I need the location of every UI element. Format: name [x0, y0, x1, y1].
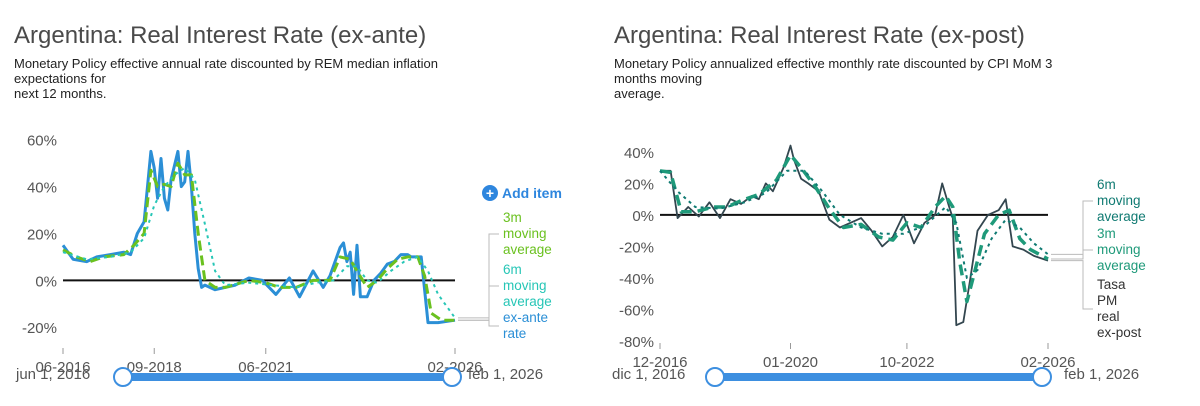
- series-line-6m-moving-average: [62, 166, 456, 319]
- legend-label: rate: [503, 326, 526, 341]
- chart-panel-ex-post: Argentina: Real Interest Rate (ex-post) …: [600, 0, 1200, 406]
- chart-subtitle: Monetary Policy annualized effective mon…: [614, 56, 1052, 101]
- legend-label: PM: [1097, 293, 1117, 308]
- legend-label: moving: [1097, 242, 1141, 257]
- range-start-handle[interactable]: [705, 367, 725, 387]
- chart-title: Argentina: Real Interest Rate (ex-post): [614, 22, 1025, 49]
- legend-label: 6m: [503, 262, 522, 277]
- legend-label: ex-ante: [503, 310, 548, 325]
- range-end-handle[interactable]: [442, 367, 462, 387]
- range-end-label: feb 1, 2026: [468, 366, 544, 383]
- subtitle-line: average.: [614, 86, 665, 101]
- x-tick-label: 09-2018: [127, 359, 182, 376]
- line-chart-ex-ante: 60%40%20%0%-20%06-201609-201806-202102-2…: [22, 133, 552, 376]
- line-chart-ex-post: 40% 20% 0% -20% -40% -60% -80% 12-2016 01-2020 10…: [619, 144, 1146, 371]
- series-line-3m-moving-average: [659, 153, 1049, 304]
- legend-label: 3m: [503, 210, 522, 225]
- range-end-handle[interactable]: [1032, 367, 1052, 387]
- subtitle-line: expectations for: [14, 71, 106, 86]
- legend-label: Tasa: [1097, 277, 1126, 292]
- range-start-label: dic 1, 2016: [612, 366, 686, 383]
- legend-label: real: [1097, 309, 1120, 324]
- y-tick-label: 0%: [632, 208, 654, 225]
- date-range-slider[interactable]: [122, 373, 454, 381]
- legend-connector: [458, 319, 499, 327]
- legend-label: 3m: [1097, 226, 1116, 241]
- plus-icon: +: [482, 185, 498, 201]
- legend-connector: [1051, 200, 1093, 255]
- legend-label: average: [503, 242, 552, 257]
- y-tick-label: -20%: [22, 320, 57, 337]
- series-line-6m-moving-average: [659, 169, 1049, 279]
- x-tick-label: 01-2020: [763, 354, 818, 371]
- range-start-label: jun 1, 2016: [16, 366, 91, 383]
- legend-connector: [458, 233, 499, 321]
- chart-title: Argentina: Real Interest Rate (ex-ante): [14, 22, 427, 49]
- legend-label: 6m: [1097, 177, 1116, 192]
- legend-connector: [1051, 260, 1093, 310]
- x-tick-label: 06-2016: [35, 359, 90, 376]
- x-tick-label: 10-2022: [879, 354, 934, 371]
- legend-label: average: [1097, 258, 1146, 273]
- legend-label: moving: [503, 226, 547, 241]
- legend-connector: [458, 285, 499, 319]
- y-tick-label: 20%: [624, 176, 654, 193]
- y-tick-label: 0%: [35, 273, 57, 290]
- chart-panel-ex-ante: Argentina: Real Interest Rate (ex-ante) …: [0, 0, 590, 406]
- date-range-slider[interactable]: [714, 373, 1044, 381]
- y-tick-label: 60%: [27, 133, 57, 150]
- y-tick-label: 40%: [624, 145, 654, 162]
- series-line-ex-ante-rate: [61, 149, 456, 325]
- add-item-button[interactable]: + Add item: [482, 185, 562, 201]
- y-tick-label: 40%: [27, 180, 57, 197]
- y-tick-label: 20%: [27, 226, 57, 243]
- subtitle-line: Monetary Policy effective annual rate di…: [14, 56, 438, 71]
- range-start-handle[interactable]: [113, 367, 133, 387]
- subtitle-line: months moving: [614, 71, 703, 86]
- x-tick-label: 06-2021: [238, 359, 293, 376]
- y-tick-label: -20%: [619, 239, 654, 256]
- subtitle-line: Monetary Policy annualized effective mon…: [614, 56, 1053, 71]
- x-tick-label: 02-2026: [1020, 354, 1075, 371]
- chart-subtitle: Monetary Policy effective annual rate di…: [14, 56, 438, 101]
- series-line-tasa-pm-real-ex-post: [660, 144, 1049, 327]
- legend-label: ex-post: [1097, 325, 1142, 340]
- series-line-3m-moving-average: [62, 161, 455, 322]
- y-tick-label: -60%: [619, 302, 654, 319]
- legend-label: average: [1097, 209, 1146, 224]
- legend-connector: [1051, 249, 1093, 260]
- add-item-label: Add item: [502, 185, 562, 201]
- x-tick-label: 12-2016: [632, 354, 687, 371]
- legend-label: moving: [503, 278, 547, 293]
- legend-label: moving: [1097, 193, 1141, 208]
- range-end-label: feb 1, 2026: [1064, 366, 1140, 383]
- y-tick-label: -40%: [619, 271, 654, 288]
- subtitle-line: next 12 months.: [14, 86, 107, 101]
- legend-label: average: [503, 294, 552, 309]
- y-tick-label: -80%: [619, 334, 654, 351]
